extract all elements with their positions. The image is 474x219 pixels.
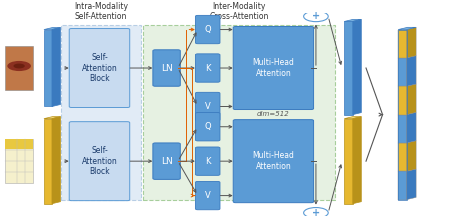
Polygon shape (398, 30, 407, 58)
Text: Intra-Modality
Self-Attention: Intra-Modality Self-Attention (74, 2, 128, 21)
FancyBboxPatch shape (195, 113, 220, 141)
Polygon shape (353, 19, 361, 115)
Polygon shape (398, 171, 407, 200)
Polygon shape (398, 115, 407, 143)
Polygon shape (398, 86, 407, 115)
Polygon shape (407, 56, 416, 86)
Polygon shape (398, 27, 416, 30)
Polygon shape (398, 143, 407, 171)
FancyBboxPatch shape (69, 122, 130, 201)
Polygon shape (344, 19, 361, 21)
Bar (5, 139, 33, 149)
Text: Self-
Attention
Block: Self- Attention Block (82, 146, 118, 176)
Polygon shape (407, 112, 416, 143)
Text: LN: LN (161, 64, 173, 72)
Polygon shape (407, 169, 416, 200)
FancyBboxPatch shape (195, 147, 220, 175)
Polygon shape (407, 84, 416, 115)
FancyBboxPatch shape (153, 50, 180, 86)
Polygon shape (353, 117, 361, 204)
Text: V: V (205, 102, 210, 111)
Polygon shape (398, 58, 407, 86)
Text: Q: Q (204, 122, 211, 131)
Bar (61, 25, 141, 200)
Text: Self-
Attention
Block: Self- Attention Block (82, 53, 118, 83)
Text: +: + (312, 11, 320, 21)
Text: Multi-Head
Attention: Multi-Head Attention (253, 58, 294, 78)
Circle shape (304, 208, 328, 218)
FancyBboxPatch shape (195, 181, 220, 210)
Circle shape (13, 64, 25, 68)
Polygon shape (344, 119, 353, 204)
Polygon shape (44, 30, 52, 106)
Text: K: K (205, 157, 210, 166)
Circle shape (304, 11, 328, 22)
Text: dim=512: dim=512 (257, 111, 290, 117)
Polygon shape (344, 21, 353, 115)
Text: +: + (312, 208, 320, 218)
FancyBboxPatch shape (195, 15, 220, 44)
FancyBboxPatch shape (69, 28, 130, 108)
Text: K: K (205, 64, 210, 72)
FancyBboxPatch shape (195, 92, 220, 121)
FancyBboxPatch shape (195, 54, 220, 82)
Polygon shape (52, 117, 61, 204)
Polygon shape (407, 141, 416, 171)
FancyBboxPatch shape (233, 120, 314, 203)
FancyBboxPatch shape (153, 143, 180, 179)
Text: LN: LN (161, 157, 173, 166)
Polygon shape (44, 119, 52, 204)
FancyBboxPatch shape (233, 26, 314, 110)
Polygon shape (44, 117, 61, 119)
Text: Inter-Modality
Cross-Attention: Inter-Modality Cross-Attention (210, 2, 269, 21)
Polygon shape (344, 117, 361, 119)
Text: Multi-Head
Attention: Multi-Head Attention (253, 152, 294, 171)
Polygon shape (44, 28, 61, 30)
Text: V: V (205, 191, 210, 200)
Text: Q: Q (204, 25, 211, 34)
Polygon shape (407, 27, 416, 58)
Bar (5, 139, 33, 184)
Bar (5, 46, 33, 90)
Polygon shape (52, 28, 61, 106)
Circle shape (7, 61, 31, 71)
Bar (144, 25, 335, 200)
